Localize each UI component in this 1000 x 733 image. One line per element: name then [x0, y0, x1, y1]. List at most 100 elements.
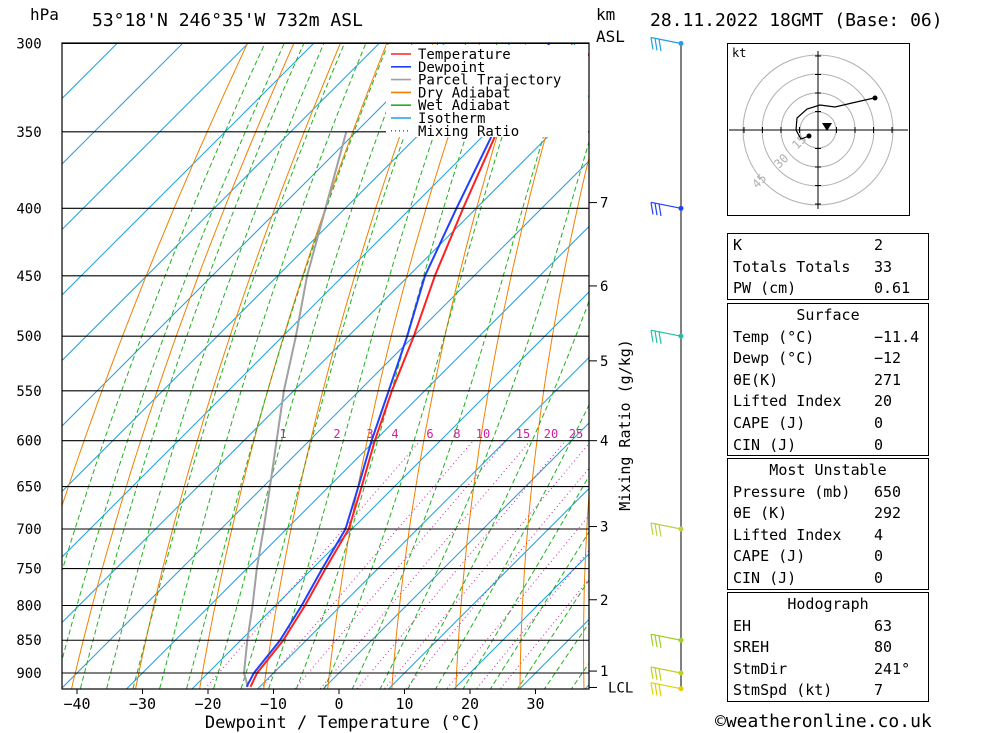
panel-heading: Surface	[728, 304, 928, 326]
x-tick-label: −30	[129, 695, 156, 713]
hodograph-unit-label: kt	[732, 46, 746, 60]
wind-barb-flag	[650, 37, 654, 50]
stat-key: EH	[733, 616, 752, 635]
stat-key: θE (K)	[733, 504, 788, 523]
isotherm-line	[62, 160, 589, 689]
wind-barb-flag	[650, 330, 654, 343]
copyright-label: ©weatheronline.co.uk	[715, 711, 932, 732]
stat-value: 80	[874, 638, 893, 657]
stat-value: 0.61	[874, 279, 911, 298]
stat-key: Lifted Index	[733, 392, 842, 411]
dewpoint-series-line	[245, 43, 551, 688]
stat-value: 292	[874, 504, 902, 523]
stat-key: CAPE (J)	[733, 413, 806, 432]
pressure-tick-label: 450	[16, 269, 41, 285]
wind-barb-flag	[658, 203, 662, 217]
stat-value: 0	[874, 568, 884, 587]
mixing-ratio-line	[259, 440, 474, 689]
isotherm-line	[584, 684, 589, 689]
isotherm-line	[0, 4, 91, 704]
wind-barb-flag	[658, 331, 662, 344]
parcel-trajectory-series-line	[243, 131, 348, 688]
x-axis-label: Dewpoint / Temperature (°C)	[205, 713, 481, 733]
stat-key: θE(K)	[733, 370, 779, 389]
km-tick-label: 7	[600, 196, 608, 212]
skew-t-chart: 300350400450500550600650700750800850900−…	[0, 4, 720, 733]
panel-heading: Hodograph	[728, 593, 928, 615]
km-unit-label: km	[596, 5, 616, 24]
wet-adiabat-line	[159, 43, 367, 689]
dry-adiabat-line	[135, 43, 342, 689]
mixing-ratio-line	[356, 440, 566, 689]
wind-barb-flag	[658, 39, 662, 52]
indices-panel: K 2 Totals Totals 33 PW (cm) 0.61	[727, 233, 929, 300]
dry-adiabat-line	[455, 43, 574, 689]
stat-row: Totals Totals 33	[728, 256, 928, 278]
wind-barb-shaft	[650, 666, 682, 674]
isotherm-line	[256, 356, 589, 689]
panel-title: Most Unstable	[769, 461, 887, 479]
location-title: 53°18'N 246°35'W 732m ASL	[92, 10, 363, 31]
isotherm-line	[62, 43, 250, 231]
wet-adiabat-line	[212, 43, 413, 689]
stat-key: Totals Totals	[733, 257, 851, 276]
stat-value: 2	[874, 236, 884, 254]
mixing-ratio-label: 8	[453, 427, 460, 441]
asl-unit-label: ASL	[596, 27, 625, 46]
pressure-tick-label: 550	[16, 384, 41, 400]
mixing-ratio-label: 2	[333, 427, 340, 441]
legend-box	[386, 45, 588, 137]
legend-label: Dry Adiabat	[418, 85, 511, 101]
stat-row: Pressure (mb) 650	[728, 481, 928, 503]
wind-barb-flag	[654, 203, 658, 216]
wet-adiabat-line	[434, 403, 589, 689]
wet-adiabat-line	[106, 43, 325, 689]
stat-value: −11.4	[874, 327, 920, 346]
pressure-tick-label: 600	[16, 434, 41, 450]
stat-row: θE(K) 271	[728, 369, 928, 391]
pressure-tick-label: 900	[16, 666, 41, 682]
wind-barb-shaft	[650, 633, 682, 641]
hodograph-panel: Hodograph EH 63 SREH 80 StmDir 241° StmSpd (kt)…	[727, 592, 929, 702]
wet-adiabat-line	[62, 43, 266, 573]
mixing-ratio-label: 1	[279, 427, 286, 441]
isotherm-line	[636, 4, 720, 704]
wind-barb-flag	[654, 683, 658, 696]
dry-adiabat-line	[583, 487, 589, 689]
pressure-tick-label: 300	[16, 37, 41, 53]
x-tick-label: 20	[461, 695, 479, 713]
stat-key: CIN (J)	[733, 435, 797, 454]
isotherm-line	[62, 43, 315, 296]
stat-key: SREH	[733, 638, 770, 657]
mixing-ratio-line	[204, 440, 421, 689]
mixing-ratio-label: 15	[516, 427, 530, 441]
dry-adiabat-line	[327, 43, 481, 689]
mixing-ratio-line	[405, 467, 589, 689]
wind-barb-flag	[658, 668, 662, 681]
dry-adiabat-line	[62, 43, 249, 508]
pressure-tick-label: 400	[16, 201, 41, 217]
mixing-ratio-label: 3	[366, 427, 373, 441]
most-unstable-panel: Most Unstable Pressure (mb) 650 θE (K) 292 Li…	[727, 458, 929, 590]
wind-barb-flag	[654, 634, 658, 648]
stat-row: EH 63	[728, 615, 928, 637]
mixing-ratio-line	[475, 549, 589, 689]
stat-key: StmSpd (kt)	[733, 681, 833, 700]
stat-row: Dewp (°C) −12	[728, 347, 928, 369]
dry-adiabat-line	[391, 43, 527, 689]
stat-row: CAPE (J) 0	[728, 412, 928, 434]
mixing-ratio-axis-label: Mixing Ratio (g/kg)	[616, 339, 634, 511]
pressure-tick-label: 350	[16, 125, 41, 141]
wet-adiabat-line	[462, 475, 589, 689]
stat-row: Temp (°C) −11.4	[728, 326, 928, 348]
wind-barb-flag	[658, 684, 662, 697]
isotherm-line	[453, 553, 589, 689]
stat-row: CAPE (J) 0	[728, 545, 928, 567]
mixing-ratio-label: 4	[391, 427, 398, 441]
wet-adiabat-line	[132, 43, 346, 689]
wet-adiabat-line	[79, 43, 305, 689]
wet-adiabat-line	[407, 299, 589, 689]
stat-value: 0	[874, 413, 884, 432]
stat-value: 7	[874, 681, 884, 700]
